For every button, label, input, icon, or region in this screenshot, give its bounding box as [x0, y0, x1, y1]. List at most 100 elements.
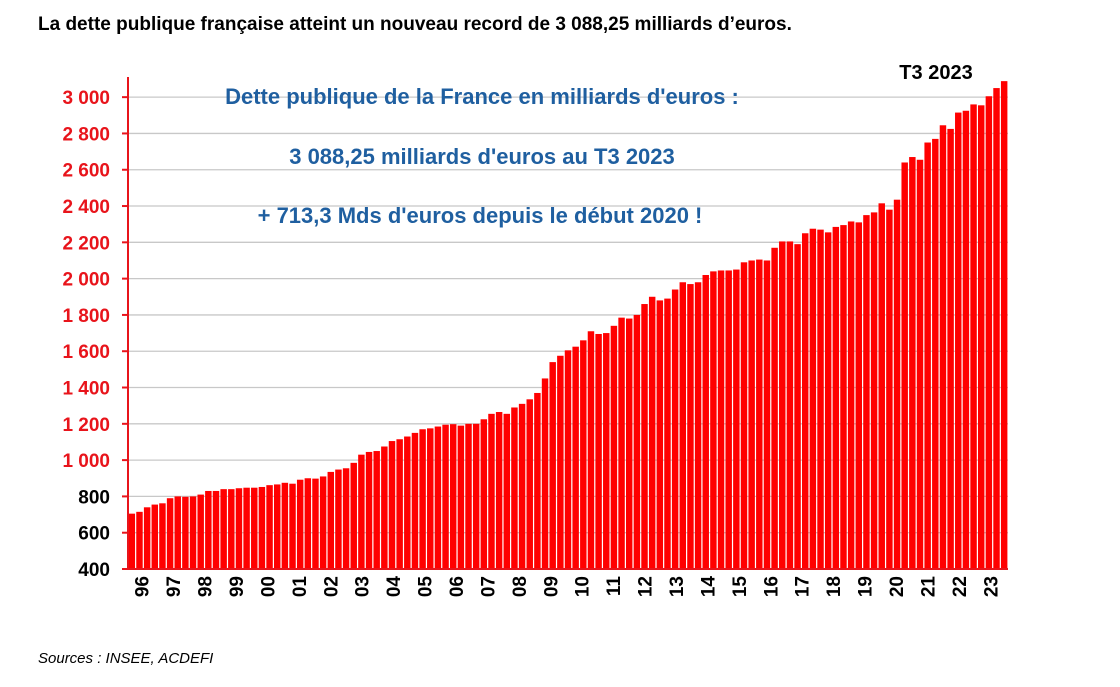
- bar: [228, 489, 235, 569]
- bar: [733, 269, 740, 569]
- bar: [817, 229, 824, 569]
- bar: [235, 488, 243, 569]
- bar: [641, 304, 648, 569]
- x-tick-label: 13: [667, 576, 688, 597]
- x-tick-label: 12: [636, 576, 657, 597]
- bar: [801, 233, 809, 569]
- x-tick-label: 18: [824, 576, 845, 597]
- bar: [648, 296, 656, 569]
- bar: [580, 340, 587, 569]
- bar: [863, 215, 870, 569]
- bar: [794, 244, 801, 570]
- bar: [281, 482, 289, 569]
- bar: [1000, 81, 1008, 569]
- bar: [488, 413, 495, 569]
- y-tick-label: 2 000: [62, 270, 110, 291]
- y-tick-label: 1 000: [62, 451, 110, 472]
- source-note: Sources : INSEE, ACDEFI: [38, 650, 214, 667]
- bar: [350, 462, 357, 569]
- bar: [572, 346, 579, 569]
- bar: [312, 478, 319, 569]
- bar: [564, 350, 572, 569]
- bar: [442, 424, 449, 569]
- x-tick-label: 05: [416, 576, 437, 598]
- bar: [824, 232, 832, 569]
- bar: [748, 260, 755, 569]
- x-tick-label: 20: [887, 576, 908, 597]
- bar: [809, 228, 817, 569]
- x-tick-label: 03: [353, 576, 374, 597]
- x-tick-label: 01: [290, 576, 311, 598]
- bar: [128, 513, 136, 569]
- bar: [687, 284, 694, 569]
- y-tick-label: 3 000: [62, 88, 110, 109]
- last-quarter-callout: T3 2023: [899, 62, 972, 84]
- bar: [886, 209, 893, 569]
- bar: [549, 362, 556, 569]
- bar: [710, 271, 717, 569]
- bar: [855, 222, 863, 570]
- bar: [289, 483, 296, 569]
- bar: [955, 112, 962, 570]
- bar: [664, 298, 671, 569]
- bar: [924, 142, 931, 569]
- bar: [151, 504, 159, 569]
- bar: [763, 260, 771, 569]
- bar: [136, 511, 143, 569]
- bar: [419, 429, 426, 569]
- bar: [472, 423, 480, 569]
- bar: [932, 138, 939, 569]
- bar: [977, 105, 985, 569]
- bar: [901, 162, 908, 569]
- bar: [679, 282, 687, 569]
- bar: [603, 333, 610, 569]
- bar: [518, 403, 526, 569]
- x-tick-label: 08: [510, 576, 531, 597]
- y-tick-labels: 400 600 800 1 000 1 200 1 400 1 600 1 800 2 000 2…: [62, 88, 110, 581]
- y-tick-label: 1 800: [62, 306, 110, 327]
- bar: [373, 451, 380, 569]
- bar: [327, 471, 335, 569]
- bar: [388, 441, 396, 569]
- bar: [457, 425, 465, 569]
- bar: [939, 125, 947, 570]
- y-tick-label: 1 400: [62, 379, 110, 400]
- bar: [465, 423, 472, 569]
- bar: [870, 212, 878, 569]
- y-tick-label: 1 600: [62, 342, 110, 363]
- bar: [304, 478, 312, 569]
- bar: [694, 282, 702, 569]
- y-tick-label: 2 800: [62, 124, 110, 145]
- bar: [296, 479, 304, 569]
- bar: [449, 424, 457, 569]
- x-tick-label: 15: [730, 576, 751, 598]
- x-tick-label: 97: [164, 576, 185, 597]
- bar: [411, 432, 419, 569]
- bar: [985, 96, 993, 570]
- bar: [893, 199, 901, 569]
- bar: [342, 468, 350, 569]
- bar: [143, 507, 151, 569]
- x-tick-label: 02: [321, 576, 342, 597]
- bar: [993, 88, 1000, 570]
- bar: [595, 333, 602, 569]
- x-tick-label: 19: [856, 576, 877, 597]
- bar: [365, 451, 373, 569]
- y-tick-label: 1 200: [62, 415, 110, 436]
- x-tick-label: 22: [950, 576, 971, 597]
- bar: [909, 157, 916, 569]
- x-tick-label: 06: [447, 576, 468, 597]
- bar: [220, 489, 227, 569]
- bar: [273, 484, 281, 569]
- y-tick-label: 2 200: [62, 233, 110, 254]
- bar: [251, 487, 258, 569]
- y-tick-label: 600: [78, 524, 110, 545]
- x-tick-label: 17: [793, 576, 814, 597]
- x-tick-label: 07: [478, 576, 499, 597]
- bar: [534, 392, 541, 569]
- annotation-increase: + 713,3 Mds d'euros depuis le début 2020…: [258, 203, 703, 228]
- bar: [434, 426, 442, 569]
- bar: [962, 110, 970, 569]
- x-tick-label: 04: [384, 576, 405, 598]
- y-tick-label: 400: [78, 560, 110, 581]
